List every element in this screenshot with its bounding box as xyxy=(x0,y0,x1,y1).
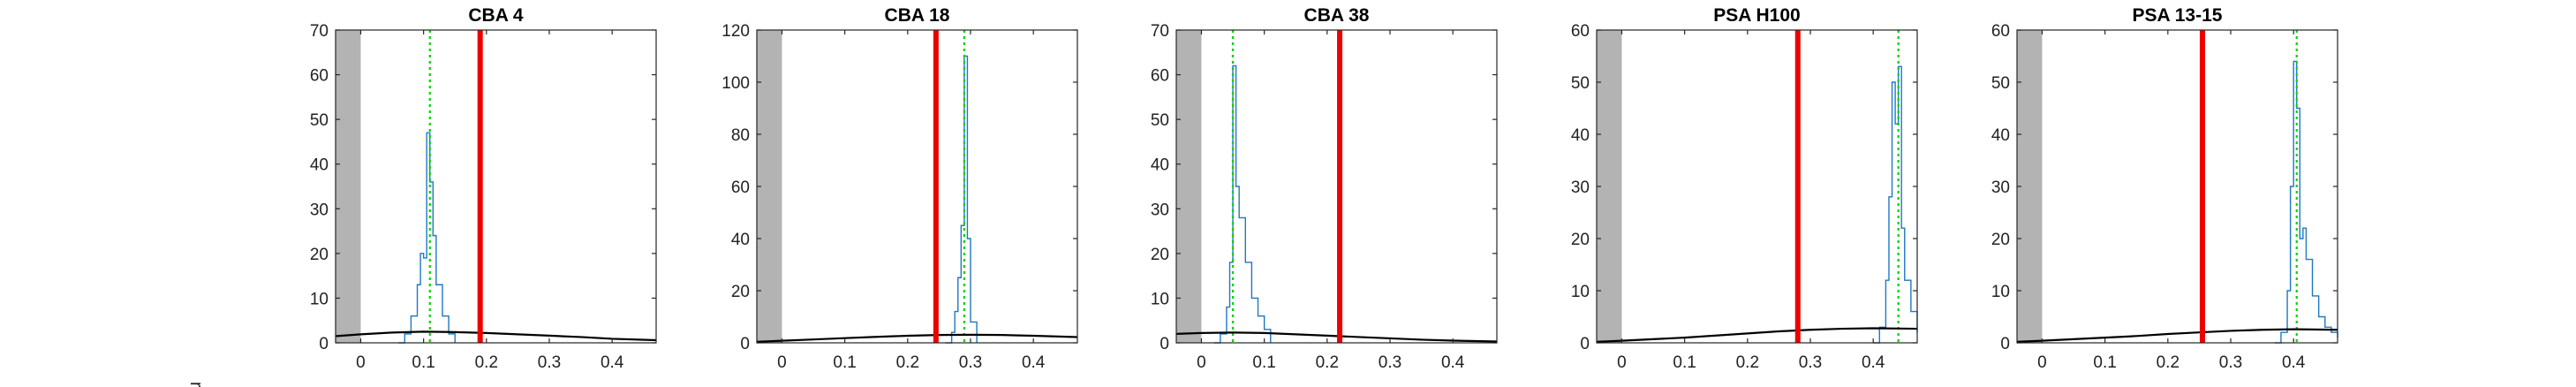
axes-box xyxy=(1175,29,1498,344)
x-tick-label: 0.4 xyxy=(1862,353,1885,372)
y-tick-label: 60 xyxy=(731,178,750,197)
shaded-region xyxy=(336,30,361,343)
shaded-region xyxy=(1176,30,1202,343)
x-tick-label: 0.1 xyxy=(833,353,856,372)
x-tick-label: 0.4 xyxy=(2282,353,2306,372)
y-tick-label: 0 xyxy=(740,335,750,353)
y-tick-label: 50 xyxy=(1571,74,1590,93)
x-tick-label: 0 xyxy=(2037,353,2047,372)
y-tick-label: 80 xyxy=(731,126,750,145)
y-tick-label: 0 xyxy=(2000,335,2010,353)
y-tick-label: 40 xyxy=(731,231,750,249)
y-tick-label: 60 xyxy=(1151,67,1169,86)
x-tick-label: 0.3 xyxy=(1799,353,1822,372)
x-tick-label: 0 xyxy=(777,353,787,372)
y-tick-label: 30 xyxy=(1571,178,1590,197)
panels: 0 10 20 30 40 50 60 70 0 0.1 0.2 0.3 0.4 CBA 4 0 20 40 60… xyxy=(310,5,2338,372)
y-tick-label: 20 xyxy=(731,283,750,301)
histogram-line xyxy=(1873,65,1918,344)
y-tick-label: 60 xyxy=(1991,22,2010,41)
y-tick-label: 20 xyxy=(1571,231,1590,249)
x-tick-label: 0.1 xyxy=(2093,353,2116,372)
x-tick-label: 0.3 xyxy=(2219,353,2242,372)
y-tick-label: 60 xyxy=(310,67,329,86)
y-tick-label: 10 xyxy=(310,290,329,308)
panel-title: CBA 18 xyxy=(885,5,950,26)
axes-box xyxy=(335,29,657,344)
x-tick-label: 0.4 xyxy=(601,353,624,372)
x-tick-label: 0.1 xyxy=(412,353,434,372)
histogram-line xyxy=(2274,60,2338,344)
x-tick-label: 0.1 xyxy=(1252,353,1275,372)
y-tick-label: 30 xyxy=(310,201,329,219)
y-tick-label: 30 xyxy=(1991,178,2010,197)
density-curve xyxy=(1596,327,1918,343)
y-tick-label: 60 xyxy=(1571,22,1590,41)
y-tick-label: 10 xyxy=(1571,283,1590,301)
x-tick-label: 0.4 xyxy=(1022,353,1046,372)
x-tick-label: 0.2 xyxy=(475,353,498,372)
density-curve xyxy=(756,333,1078,343)
y-tick-label: 30 xyxy=(1151,201,1169,219)
y-tick-label: 120 xyxy=(721,22,750,41)
density-curve xyxy=(2016,328,2338,343)
panel-1: 0 10 20 30 40 50 60 70 0 0.1 0.2 0.3 0.4 CBA 4 xyxy=(310,5,657,372)
y-tick-label: 20 xyxy=(1151,246,1169,264)
y-tick-label: 40 xyxy=(1991,126,2010,145)
y-tick-label: 20 xyxy=(310,246,329,264)
x-tick-label: 0.3 xyxy=(1379,353,1401,372)
y-tick-label: 10 xyxy=(1151,290,1169,308)
y-tick-label: 0 xyxy=(1580,335,1590,353)
y-tick-label: 50 xyxy=(1991,74,2010,93)
x-tick-label: 0.3 xyxy=(538,353,561,372)
density-curve xyxy=(1175,331,1498,343)
x-tick-label: 0 xyxy=(1617,353,1627,372)
density-curve xyxy=(335,330,657,342)
panel-2: 0 20 40 60 80 100 120 0 0.1 0.2 0.3 0.4 CBA 18 xyxy=(721,5,1078,372)
y-tick-label: 10 xyxy=(1991,283,2010,301)
panel-title: PSA H100 xyxy=(1713,5,1800,26)
y-tick-label: 40 xyxy=(1571,126,1590,145)
axes-box xyxy=(756,29,1078,344)
y-tick-label: 70 xyxy=(1151,22,1169,41)
x-tick-label: 0.2 xyxy=(896,353,919,372)
x-tick-label: 0.2 xyxy=(1316,353,1339,372)
side-label: r) xyxy=(186,382,206,387)
histogram-line xyxy=(398,132,456,344)
histogram-line xyxy=(1213,64,1272,344)
histogram-line xyxy=(945,55,978,344)
panel-title: CBA 38 xyxy=(1304,5,1370,26)
y-tick-label: 100 xyxy=(721,74,750,93)
axes-box xyxy=(1596,29,1918,344)
panel-title: CBA 4 xyxy=(468,5,524,26)
x-tick-label: 0 xyxy=(1197,353,1206,372)
x-tick-label: 0.3 xyxy=(959,353,982,372)
panel-4: 0 10 20 30 40 50 60 0 0.1 0.2 0.3 0.4 PSA H100 xyxy=(1571,5,1918,372)
y-tick-label: 70 xyxy=(310,22,329,41)
y-tick-label: 50 xyxy=(1151,111,1169,130)
x-tick-label: 0 xyxy=(356,353,366,372)
y-tick-label: 40 xyxy=(310,156,329,175)
panel-3: 0 10 20 30 40 50 60 70 0 0.1 0.2 0.3 0.4 CBA 38 xyxy=(1151,5,1498,372)
y-tick-label: 0 xyxy=(319,335,329,353)
y-tick-label: 50 xyxy=(310,111,329,130)
x-tick-label: 0.1 xyxy=(1673,353,1696,372)
x-tick-label: 0.2 xyxy=(2157,353,2179,372)
panel-title: PSA 13-15 xyxy=(2133,5,2223,26)
x-tick-label: 0.4 xyxy=(1441,353,1465,372)
panel-5: 0 10 20 30 40 50 60 0 0.1 0.2 0.3 0.4 PSA 13-15 xyxy=(1991,5,2338,372)
axes-box xyxy=(2016,29,2338,344)
y-tick-label: 20 xyxy=(1991,231,2010,249)
y-tick-label: 0 xyxy=(1160,335,1169,353)
x-tick-label: 0.2 xyxy=(1736,353,1759,372)
y-tick-label: 40 xyxy=(1151,156,1169,175)
